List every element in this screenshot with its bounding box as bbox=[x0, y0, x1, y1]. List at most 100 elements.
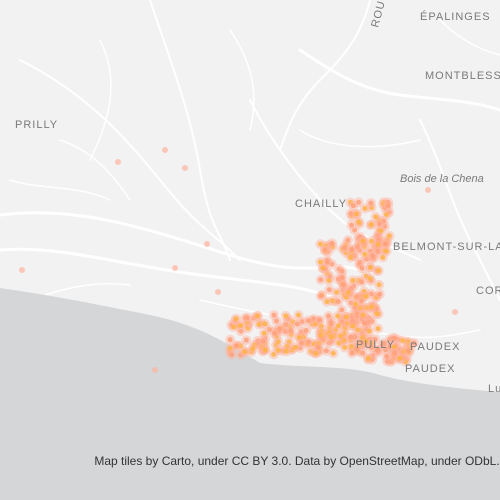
point bbox=[306, 339, 312, 345]
point bbox=[272, 330, 278, 336]
point bbox=[324, 299, 330, 305]
point bbox=[317, 317, 323, 323]
point bbox=[343, 250, 349, 256]
point bbox=[384, 237, 390, 243]
point bbox=[233, 343, 239, 349]
point bbox=[288, 328, 294, 334]
point bbox=[375, 232, 381, 238]
point bbox=[354, 244, 360, 250]
point bbox=[242, 349, 248, 355]
point bbox=[152, 367, 158, 373]
point bbox=[392, 350, 398, 356]
point bbox=[299, 319, 305, 325]
place-label: Lu bbox=[488, 383, 500, 395]
point bbox=[366, 315, 372, 321]
point bbox=[350, 319, 356, 325]
point bbox=[254, 313, 260, 319]
point bbox=[376, 268, 382, 274]
point bbox=[255, 341, 261, 347]
point bbox=[271, 312, 277, 318]
point bbox=[204, 241, 210, 247]
point bbox=[425, 187, 431, 193]
place-label: MONTBLESSO bbox=[425, 70, 500, 82]
point bbox=[405, 348, 411, 354]
point bbox=[342, 345, 348, 351]
point bbox=[277, 326, 283, 332]
point bbox=[326, 278, 332, 284]
point bbox=[369, 357, 375, 363]
point bbox=[385, 203, 391, 209]
point bbox=[340, 282, 346, 288]
point bbox=[367, 276, 373, 282]
point bbox=[283, 321, 289, 327]
point bbox=[335, 323, 341, 329]
point bbox=[368, 291, 374, 297]
point bbox=[227, 337, 233, 343]
point bbox=[363, 293, 369, 299]
point bbox=[378, 228, 384, 234]
point bbox=[359, 335, 365, 341]
point bbox=[339, 274, 345, 280]
point bbox=[311, 341, 317, 347]
point bbox=[361, 320, 367, 326]
point bbox=[215, 289, 221, 295]
point bbox=[329, 240, 335, 246]
place-label: PRILLY bbox=[15, 119, 58, 131]
point bbox=[376, 217, 382, 223]
point bbox=[172, 265, 178, 271]
point bbox=[250, 346, 256, 352]
point bbox=[375, 241, 381, 247]
point bbox=[375, 347, 381, 353]
point bbox=[375, 237, 381, 243]
point bbox=[356, 219, 362, 225]
point bbox=[354, 309, 360, 315]
point bbox=[296, 335, 302, 341]
place-label: COR bbox=[476, 285, 500, 297]
point bbox=[336, 340, 342, 346]
point bbox=[317, 259, 323, 265]
point bbox=[375, 249, 381, 255]
point bbox=[262, 347, 268, 353]
point bbox=[359, 298, 365, 304]
point bbox=[322, 243, 328, 249]
point bbox=[182, 165, 188, 171]
point-cloud bbox=[19, 147, 458, 373]
point bbox=[384, 353, 390, 359]
point bbox=[275, 347, 281, 353]
point bbox=[361, 288, 367, 294]
point bbox=[356, 305, 362, 311]
point bbox=[375, 326, 381, 332]
point bbox=[348, 334, 354, 340]
point bbox=[365, 319, 371, 325]
point bbox=[368, 200, 374, 206]
point bbox=[348, 344, 354, 350]
point bbox=[115, 159, 121, 165]
point bbox=[360, 238, 366, 244]
point bbox=[305, 318, 311, 324]
point bbox=[386, 233, 392, 239]
point bbox=[363, 256, 369, 262]
point bbox=[289, 347, 295, 353]
point bbox=[352, 334, 358, 340]
point bbox=[383, 248, 389, 254]
point bbox=[345, 237, 351, 243]
point bbox=[300, 334, 306, 340]
point bbox=[363, 338, 369, 344]
point bbox=[328, 321, 334, 327]
point bbox=[368, 341, 374, 347]
point bbox=[341, 331, 347, 337]
point bbox=[335, 313, 341, 319]
point bbox=[317, 241, 323, 247]
point bbox=[318, 328, 324, 334]
point bbox=[329, 338, 335, 344]
point bbox=[316, 340, 322, 346]
point bbox=[348, 251, 354, 257]
point bbox=[370, 253, 376, 259]
point bbox=[369, 318, 375, 324]
point bbox=[327, 325, 333, 331]
point bbox=[261, 330, 267, 336]
point bbox=[356, 199, 362, 205]
point bbox=[19, 267, 25, 273]
point bbox=[383, 212, 389, 218]
point bbox=[363, 273, 369, 279]
